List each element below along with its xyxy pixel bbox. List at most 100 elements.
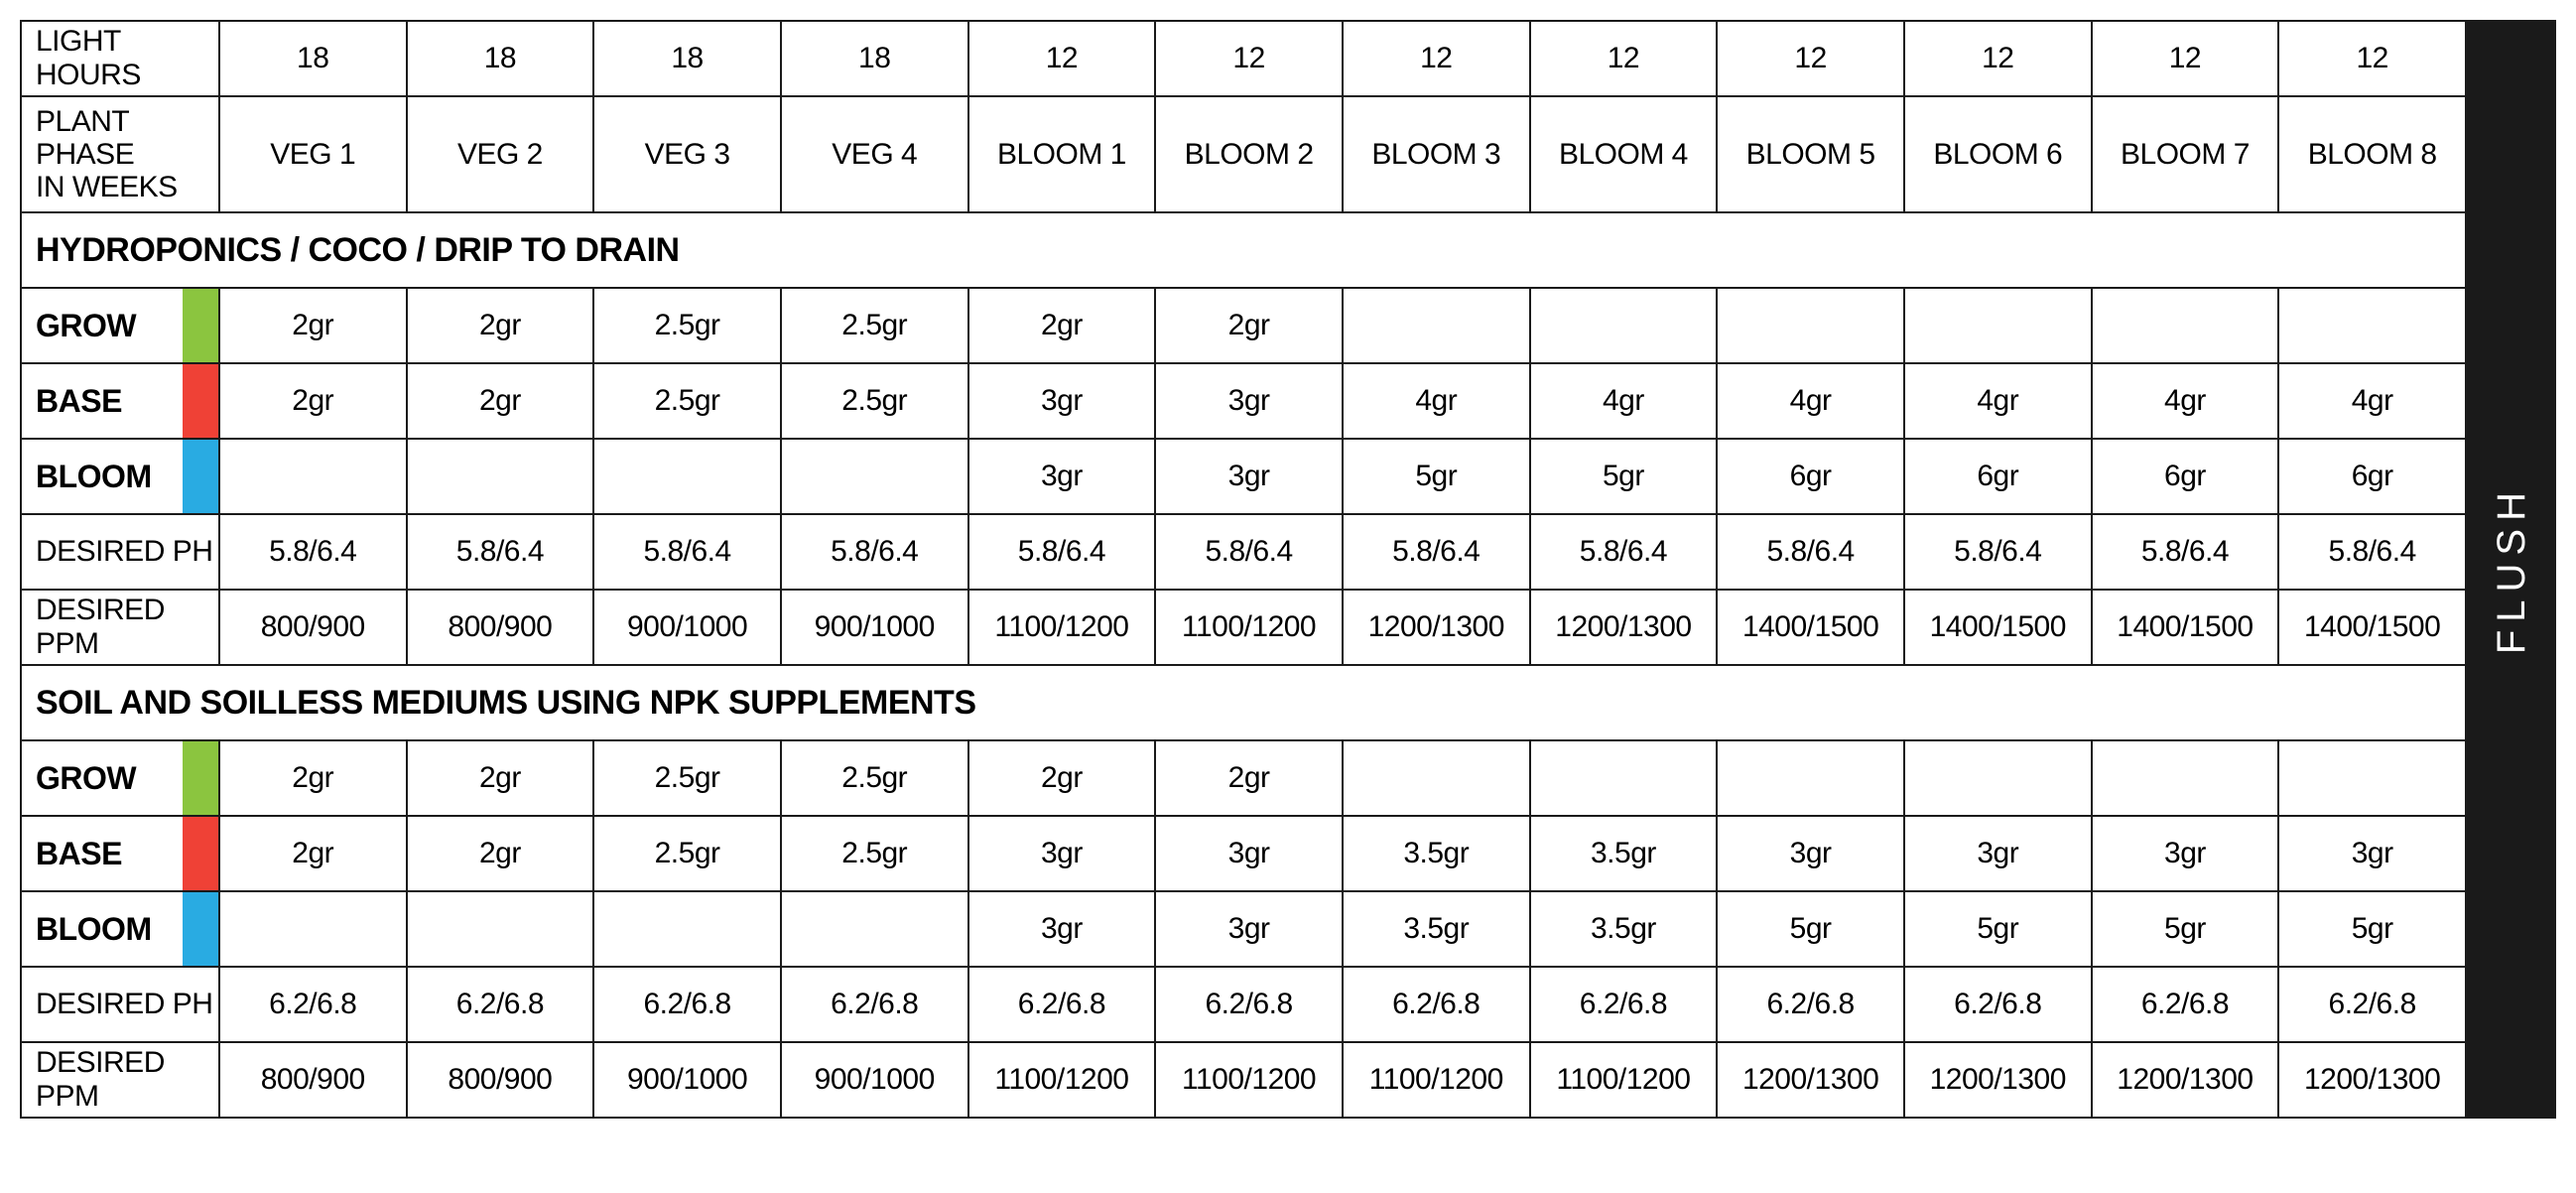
flush-label: FLUSH	[2490, 484, 2534, 654]
data-cell: 2.5gr	[781, 816, 968, 891]
nutrient-label: BASE	[22, 817, 183, 890]
data-cell	[2278, 288, 2466, 363]
phase-cell: BLOOM 3	[1343, 96, 1530, 212]
light-hours-cell: 12	[1343, 21, 1530, 96]
data-cell: 2.5gr	[781, 363, 968, 439]
data-cell: 6.2/6.8	[2092, 967, 2279, 1042]
data-cell: 5.8/6.4	[219, 514, 407, 590]
data-cell	[1343, 288, 1530, 363]
data-cell: 900/1000	[593, 590, 781, 665]
data-cell: 1400/1500	[2278, 590, 2466, 665]
data-cell: 900/1000	[781, 1042, 968, 1118]
data-cell	[593, 891, 781, 967]
data-cell: 2gr	[968, 740, 1156, 816]
data-cell: 2gr	[968, 288, 1156, 363]
data-cell: 5gr	[1530, 439, 1718, 514]
grow-color-swatch	[183, 289, 218, 362]
row-label: DESIRED PPM	[21, 590, 219, 665]
data-cell: 1100/1200	[968, 590, 1156, 665]
phase-cell: BLOOM 5	[1717, 96, 1904, 212]
data-cell: 1100/1200	[1155, 1042, 1343, 1118]
data-cell: 3.5gr	[1343, 891, 1530, 967]
data-cell: 2gr	[219, 288, 407, 363]
data-cell: 2.5gr	[593, 363, 781, 439]
data-cell	[2092, 288, 2279, 363]
data-cell: 2.5gr	[781, 740, 968, 816]
nutrient-label: BLOOM	[22, 892, 183, 966]
data-cell	[1717, 288, 1904, 363]
data-cell	[593, 439, 781, 514]
light-hours-cell: 12	[2278, 21, 2466, 96]
data-cell: 1200/1300	[2092, 1042, 2279, 1118]
data-cell: 5.8/6.4	[593, 514, 781, 590]
data-cell: 2gr	[1155, 740, 1343, 816]
nutrient-label: GROW	[22, 289, 183, 362]
data-cell: 5.8/6.4	[2092, 514, 2279, 590]
data-cell: 1200/1300	[2278, 1042, 2466, 1118]
row-label: DESIRED PPM	[21, 1042, 219, 1118]
data-cell: 6gr	[1904, 439, 2092, 514]
data-cell: 2gr	[1155, 288, 1343, 363]
data-cell: 3gr	[1717, 816, 1904, 891]
nutrient-label: GROW	[22, 741, 183, 815]
data-cell: 1400/1500	[2092, 590, 2279, 665]
data-cell: 6.2/6.8	[1343, 967, 1530, 1042]
phase-cell: VEG 3	[593, 96, 781, 212]
data-cell: 2.5gr	[781, 288, 968, 363]
light-hours-cell: 12	[1904, 21, 2092, 96]
data-cell: 5.8/6.4	[1904, 514, 2092, 590]
data-cell: 900/1000	[593, 1042, 781, 1118]
data-cell: 5gr	[1343, 439, 1530, 514]
bloom-color-swatch	[183, 440, 218, 513]
data-cell: 6.2/6.8	[593, 967, 781, 1042]
phase-cell: BLOOM 2	[1155, 96, 1343, 212]
data-cell: 3gr	[1155, 439, 1343, 514]
phase-cell: BLOOM 7	[2092, 96, 2279, 212]
data-cell: 5.8/6.4	[407, 514, 594, 590]
phase-cell: VEG 4	[781, 96, 968, 212]
phase-cell: BLOOM 6	[1904, 96, 2092, 212]
data-cell	[781, 439, 968, 514]
data-cell: 3gr	[968, 439, 1156, 514]
data-cell: 6.2/6.8	[968, 967, 1156, 1042]
data-cell	[1343, 740, 1530, 816]
data-cell: 3gr	[968, 816, 1156, 891]
row-label-base: BASE	[21, 363, 219, 439]
data-cell: 5.8/6.4	[1530, 514, 1718, 590]
data-cell: 800/900	[219, 590, 407, 665]
section-title: SOIL AND SOILLESS MEDIUMS USING NPK SUPP…	[21, 665, 2466, 740]
data-cell: 2.5gr	[593, 288, 781, 363]
data-cell: 800/900	[407, 1042, 594, 1118]
data-cell: 2.5gr	[593, 816, 781, 891]
data-cell: 800/900	[219, 1042, 407, 1118]
light-hours-cell: 18	[593, 21, 781, 96]
data-cell	[1904, 288, 2092, 363]
data-cell: 4gr	[2278, 363, 2466, 439]
data-cell: 6.2/6.8	[219, 967, 407, 1042]
data-cell	[219, 891, 407, 967]
data-cell: 6gr	[2278, 439, 2466, 514]
data-cell: 3gr	[1155, 891, 1343, 967]
row-label-bloom: BLOOM	[21, 439, 219, 514]
flush-column: FLUSH	[2467, 20, 2556, 1119]
data-cell	[407, 439, 594, 514]
data-cell: 4gr	[1530, 363, 1718, 439]
data-cell: 3gr	[2092, 816, 2279, 891]
data-cell	[1530, 288, 1718, 363]
data-cell	[1530, 740, 1718, 816]
table-area: LIGHT HOURS181818181212121212121212PLANT…	[20, 20, 2467, 1119]
row-label: DESIRED PH	[21, 967, 219, 1042]
data-cell: 1200/1300	[1904, 1042, 2092, 1118]
data-cell: 4gr	[2092, 363, 2279, 439]
light-hours-cell: 18	[407, 21, 594, 96]
light-hours-cell: 12	[1717, 21, 1904, 96]
base-color-swatch	[183, 817, 218, 890]
data-cell: 3gr	[1155, 816, 1343, 891]
data-cell: 3.5gr	[1530, 816, 1718, 891]
data-cell: 6.2/6.8	[2278, 967, 2466, 1042]
data-cell: 5.8/6.4	[1155, 514, 1343, 590]
data-cell: 6.2/6.8	[781, 967, 968, 1042]
data-cell: 3gr	[1155, 363, 1343, 439]
data-cell	[407, 891, 594, 967]
data-cell: 4gr	[1904, 363, 2092, 439]
